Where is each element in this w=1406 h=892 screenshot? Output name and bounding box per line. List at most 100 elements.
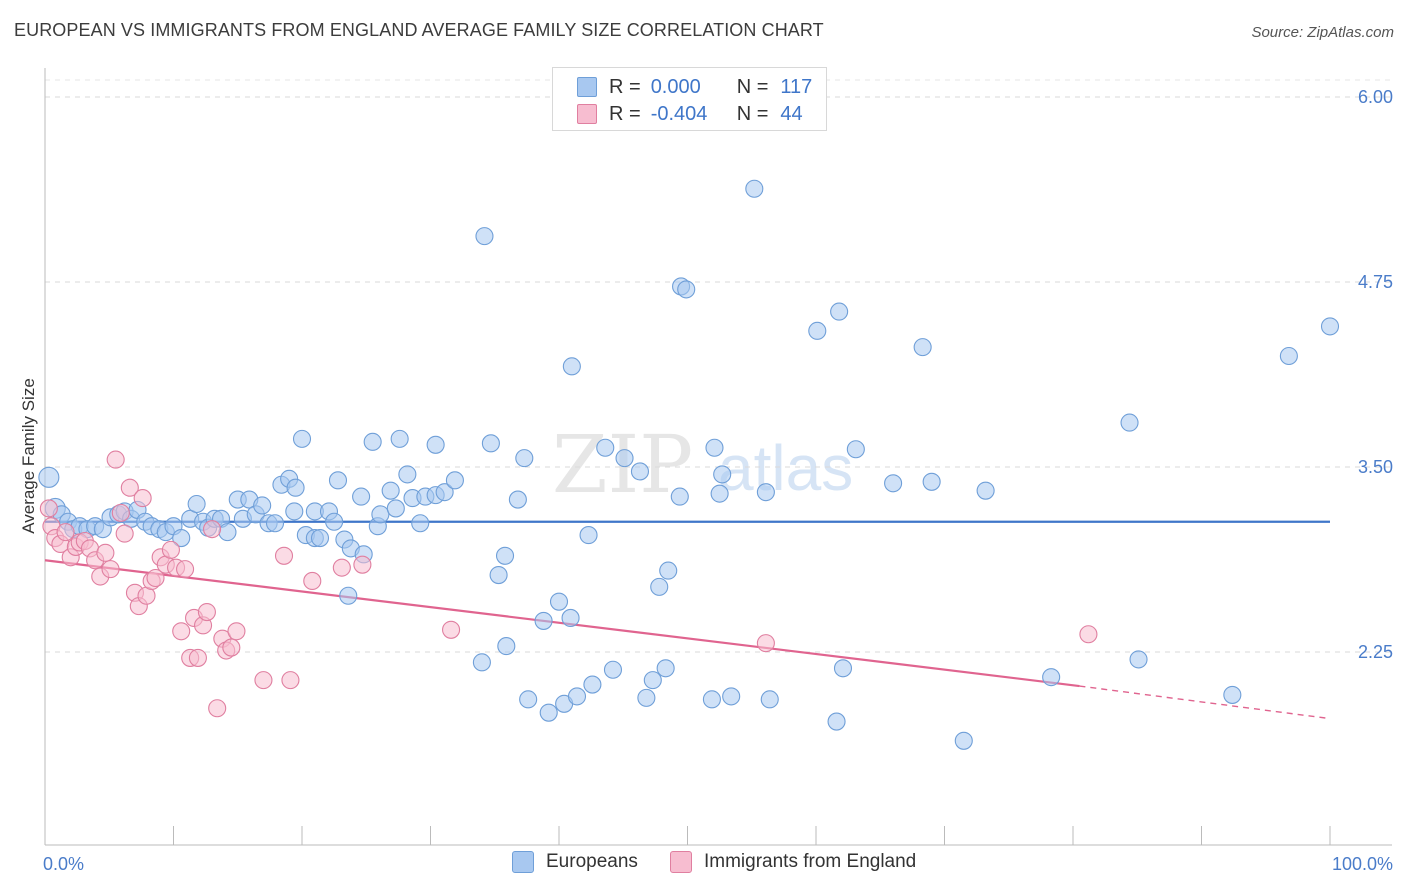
data-points xyxy=(38,179,1340,750)
y-tick-label: 3.50 xyxy=(1358,457,1393,477)
point-immigrants xyxy=(161,540,180,559)
point-europeans xyxy=(371,505,390,524)
point-europeans xyxy=(630,462,650,481)
point-immigrants xyxy=(106,450,125,469)
point-immigrants xyxy=(101,560,120,579)
watermark-atlas: atlas xyxy=(718,432,853,504)
point-europeans xyxy=(702,690,721,709)
point-europeans xyxy=(976,481,995,500)
legend-swatch-immigrants xyxy=(577,104,597,124)
point-europeans xyxy=(1129,650,1148,669)
point-europeans xyxy=(549,592,569,611)
point-europeans xyxy=(218,523,237,542)
point-europeans xyxy=(760,690,779,709)
legend-row-immigrants: R = -0.404 N = 44 xyxy=(577,101,803,127)
point-europeans xyxy=(561,608,580,628)
point-immigrants xyxy=(197,602,216,622)
point-europeans xyxy=(954,731,973,750)
point-immigrants xyxy=(1079,625,1098,644)
point-europeans xyxy=(472,653,491,672)
point-europeans xyxy=(352,487,371,506)
point-europeans xyxy=(489,565,508,585)
series-legend: Europeans Immigrants from England xyxy=(0,851,1406,879)
point-europeans xyxy=(508,490,527,509)
point-europeans xyxy=(656,659,675,678)
point-europeans xyxy=(637,688,656,707)
series-legend-immigrants[interactable]: Immigrants from England xyxy=(670,851,916,873)
point-europeans xyxy=(339,586,358,605)
point-europeans xyxy=(481,434,500,453)
point-europeans xyxy=(38,466,60,488)
legend-r-value: 0.000 xyxy=(650,75,701,98)
trend-line-immigrants xyxy=(44,559,1080,688)
point-europeans xyxy=(363,432,382,451)
point-europeans xyxy=(534,611,553,630)
legend-n-label: N = xyxy=(736,75,769,98)
point-europeans xyxy=(292,429,312,448)
point-immigrants xyxy=(176,560,195,579)
point-europeans xyxy=(833,659,853,678)
y-tick-label: 6.00 xyxy=(1358,87,1393,107)
point-europeans xyxy=(286,478,305,497)
legend-r-label: R = xyxy=(609,102,641,125)
point-europeans xyxy=(596,438,615,457)
point-europeans xyxy=(603,660,623,679)
series-legend-label: Europeans xyxy=(546,851,638,872)
point-europeans xyxy=(1120,413,1139,432)
point-immigrants xyxy=(120,478,139,497)
point-europeans xyxy=(615,449,634,468)
point-immigrants xyxy=(353,555,372,574)
point-europeans xyxy=(567,687,587,706)
point-europeans xyxy=(497,637,516,656)
x-tick-labels: 0.0% 100.0% xyxy=(43,854,1393,874)
point-immigrants xyxy=(442,620,461,639)
chart-title: EUROPEAN VS IMMIGRANTS FROM ENGLAND AVER… xyxy=(14,20,824,40)
point-immigrants xyxy=(281,671,300,690)
point-immigrants xyxy=(96,543,115,562)
legend-r-label: R = xyxy=(609,75,641,98)
point-europeans xyxy=(1320,317,1340,336)
point-europeans xyxy=(579,526,598,545)
point-immigrants xyxy=(56,523,75,542)
point-europeans xyxy=(710,484,729,503)
point-europeans xyxy=(677,280,696,299)
point-europeans xyxy=(386,499,405,518)
grid xyxy=(45,79,1392,653)
point-europeans xyxy=(475,227,494,246)
series-legend-europeans[interactable]: Europeans xyxy=(512,851,638,873)
point-europeans xyxy=(670,487,689,506)
point-immigrants xyxy=(172,622,191,641)
point-europeans xyxy=(172,528,191,548)
legend-row-europeans: R = 0.000 N = 117 xyxy=(577,74,812,100)
point-europeans xyxy=(830,302,849,321)
point-immigrants xyxy=(203,520,222,539)
series-swatch-immigrants xyxy=(670,851,692,873)
point-europeans xyxy=(722,687,741,706)
point-europeans xyxy=(390,429,409,448)
point-europeans xyxy=(310,528,330,548)
point-europeans xyxy=(643,671,662,690)
point-europeans xyxy=(411,514,430,533)
trend-line-immigrants-extension xyxy=(1079,685,1331,720)
legend-n-value: 44 xyxy=(780,102,803,125)
point-europeans xyxy=(519,690,538,709)
series-swatch-europeans xyxy=(512,851,534,873)
point-europeans xyxy=(583,675,602,694)
point-immigrants xyxy=(254,671,273,690)
point-europeans xyxy=(884,474,903,493)
point-europeans xyxy=(922,472,941,491)
point-europeans xyxy=(285,502,304,521)
point-immigrants xyxy=(146,568,165,588)
point-immigrants xyxy=(39,499,58,518)
point-immigrants xyxy=(133,489,152,508)
point-immigrants xyxy=(222,638,241,657)
legend-n-value: 117 xyxy=(780,75,813,98)
point-europeans xyxy=(1042,668,1061,687)
point-europeans xyxy=(808,321,827,340)
point-immigrants xyxy=(111,503,130,522)
chart-source: Source: ZipAtlas.com xyxy=(1251,24,1394,41)
point-europeans xyxy=(650,577,669,596)
point-europeans xyxy=(659,561,678,580)
y-tick-label: 4.75 xyxy=(1358,272,1393,292)
